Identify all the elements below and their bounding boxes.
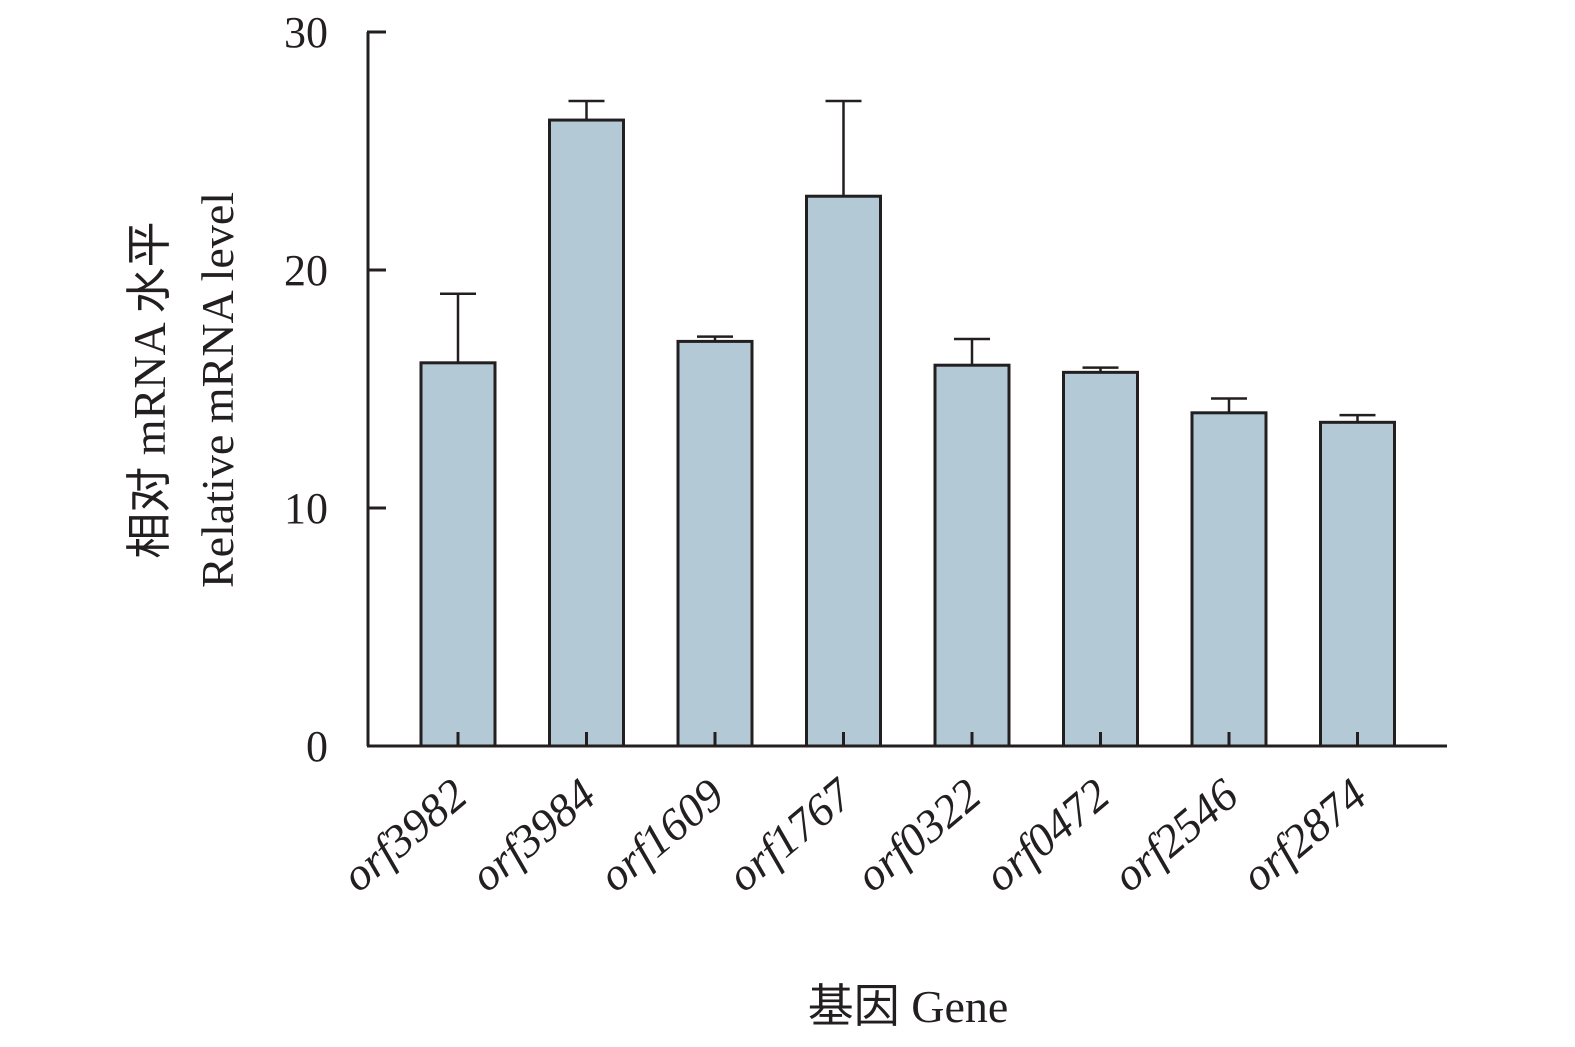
y-tick-labels: 0 10 20 30	[284, 8, 328, 771]
x-axis-title: 基因 Gene	[808, 981, 1009, 1032]
x-tick-label-orf0472: orf0472	[975, 769, 1119, 902]
y-axis-ticks	[367, 30, 386, 748]
x-tick-label-orf3982: orf3982	[332, 769, 476, 902]
x-tick-label-orf1609: orf1609	[589, 769, 733, 902]
bar-orf1609	[676, 339, 754, 748]
x-tick-label-orf1767: orf1767	[718, 767, 864, 901]
error-bars	[440, 99, 1376, 423]
x-tick-label-orf2546: orf2546	[1103, 769, 1247, 902]
bar-orf2874	[1319, 420, 1396, 748]
bar-orf1767	[805, 194, 882, 748]
y-tick-label: 10	[284, 484, 328, 533]
bars	[419, 118, 1396, 748]
bar-orf3984	[548, 118, 625, 748]
x-tick-labels: orf3982orf3984orf1609orf1767orf0322orf04…	[332, 767, 1376, 901]
bar-orf2546	[1190, 411, 1268, 748]
y-axis-title-line2: Relative mRNA level	[192, 192, 243, 588]
bar-orf0472	[1062, 370, 1139, 748]
bar-orf0322	[933, 363, 1011, 748]
x-tick-label-orf2874: orf2874	[1232, 769, 1376, 902]
x-tick-label-orf3984: orf3984	[461, 769, 605, 902]
y-tick-label: 30	[284, 8, 328, 57]
y-tick-label: 20	[284, 246, 328, 295]
x-axis-ticks	[456, 732, 1359, 746]
bar-orf3982	[419, 361, 497, 748]
x-tick-label-orf0322: orf0322	[846, 769, 990, 902]
y-tick-label: 0	[306, 722, 328, 771]
y-axis-title-line1: 相对 mRNA 水平	[124, 221, 175, 558]
